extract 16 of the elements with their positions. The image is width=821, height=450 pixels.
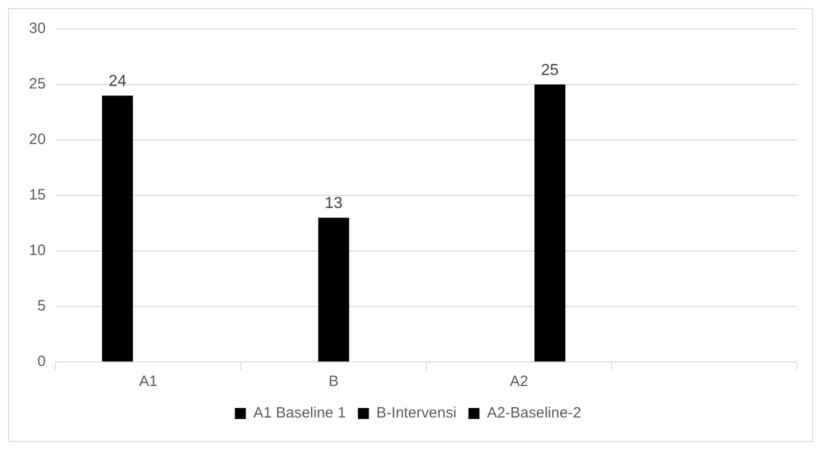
y-tick-label: 5 — [37, 298, 46, 315]
x-tick-label: A1 — [139, 373, 158, 390]
legend-label: B-Intervensi — [376, 404, 456, 422]
x-tick-label: B — [328, 373, 339, 390]
y-tick-label: 0 — [37, 353, 46, 370]
y-tick-label: 15 — [28, 186, 46, 204]
data-label: 24 — [108, 73, 126, 90]
data-label: 13 — [324, 195, 343, 212]
data-label: 25 — [540, 62, 559, 79]
legend-label: A1 Baseline 1 — [253, 404, 346, 422]
y-tick-label: 25 — [28, 76, 46, 93]
x-tick-label: A2 — [510, 373, 528, 390]
y-tick-label: 10 — [28, 242, 46, 260]
y-tick-label: 20 — [28, 131, 46, 148]
legend-label: A2-Baseline-2 — [486, 404, 582, 422]
y-tick-label: 30 — [28, 20, 46, 38]
